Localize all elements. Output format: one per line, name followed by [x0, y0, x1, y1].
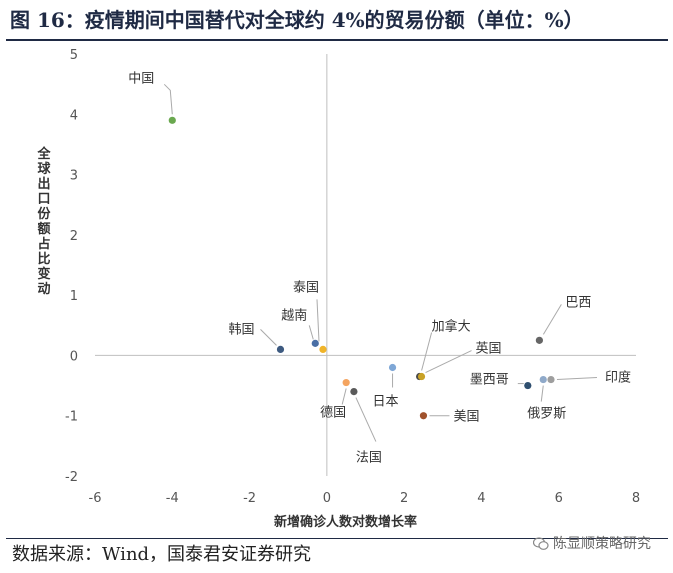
- data-point: [524, 381, 532, 390]
- point-label: 墨西哥: [470, 373, 509, 388]
- title-divider: [6, 39, 668, 41]
- leader-line: [556, 377, 598, 381]
- point-label: 巴西: [565, 295, 591, 310]
- watermark-text: 陈显顺策略研究: [553, 536, 651, 552]
- data-point: [535, 336, 543, 344]
- data-point: [311, 339, 319, 347]
- chart-title: 图 16：疫情期间中国替代对全球约 4%的贸易份额（单位：%）: [10, 8, 584, 32]
- data-point: [319, 345, 327, 353]
- x-tick-label: -2: [243, 491, 256, 506]
- point-label: 日本: [373, 394, 399, 409]
- point-label: 加拿大: [432, 319, 471, 335]
- data-point: [350, 388, 358, 396]
- x-tick-label: 8: [632, 491, 640, 506]
- point-label: 泰国: [293, 280, 319, 295]
- y-axis-label: 全球出口份额占比变动: [36, 146, 51, 297]
- y-tick-label: 3: [70, 169, 78, 184]
- leader-line: [425, 350, 472, 373]
- leader-line: [341, 388, 347, 405]
- data-point: [168, 116, 176, 124]
- data-point: [417, 372, 426, 381]
- y-tick-label: 5: [70, 48, 78, 63]
- chart-leader-lines: [163, 83, 598, 442]
- x-tick-label: 2: [400, 491, 408, 506]
- leader-line: [540, 385, 544, 402]
- wechat-icon: [533, 537, 549, 550]
- chart-points: [168, 116, 555, 420]
- data-point: [547, 375, 555, 384]
- leader-line: [355, 397, 377, 442]
- point-label: 印度: [605, 370, 631, 386]
- y-tick-label: 2: [70, 229, 78, 244]
- point-label: 德国: [320, 406, 346, 421]
- leader-line: [316, 299, 320, 342]
- data-point: [342, 378, 350, 387]
- data-point: [276, 345, 285, 353]
- x-tick-label: 6: [555, 491, 563, 506]
- data-point: [539, 375, 547, 384]
- leader-line: [260, 329, 277, 346]
- y-tick-label: 1: [70, 289, 78, 304]
- source-note: 数据来源：Wind，国泰君安证券研究: [12, 544, 312, 565]
- point-label: 韩国: [228, 322, 254, 337]
- data-point: [388, 363, 397, 372]
- leader-line: [542, 304, 562, 335]
- x-tick-label: -4: [166, 491, 179, 506]
- point-label: 越南: [281, 307, 307, 323]
- point-label: 美国: [453, 410, 479, 425]
- point-label: 俄罗斯: [527, 407, 566, 422]
- leader-line: [308, 325, 314, 340]
- chart-ticks: -6 -4 -2 0 2 4 6 8 -2 -1 0 1 2 3 4 5: [65, 48, 640, 506]
- watermark: 陈显顺策略研究: [533, 533, 651, 555]
- point-label: 法国: [356, 451, 382, 466]
- data-point: [419, 412, 428, 420]
- point-label: 中国: [128, 71, 154, 86]
- y-tick-label: 4: [70, 108, 78, 123]
- y-tick-label: -1: [65, 410, 78, 425]
- x-tick-label: 0: [323, 491, 331, 506]
- chart-axes: [95, 54, 636, 476]
- y-tick-label: -2: [65, 470, 78, 485]
- x-tick-label: -6: [89, 491, 102, 506]
- leader-line: [163, 83, 173, 115]
- leader-line: [421, 332, 433, 371]
- point-label: 英国: [476, 342, 502, 357]
- footer-divider: [6, 538, 668, 539]
- y-tick-label: 0: [70, 349, 78, 364]
- x-tick-label: 4: [477, 491, 485, 506]
- x-axis-label: 新增确诊人数对数增长率: [274, 514, 417, 530]
